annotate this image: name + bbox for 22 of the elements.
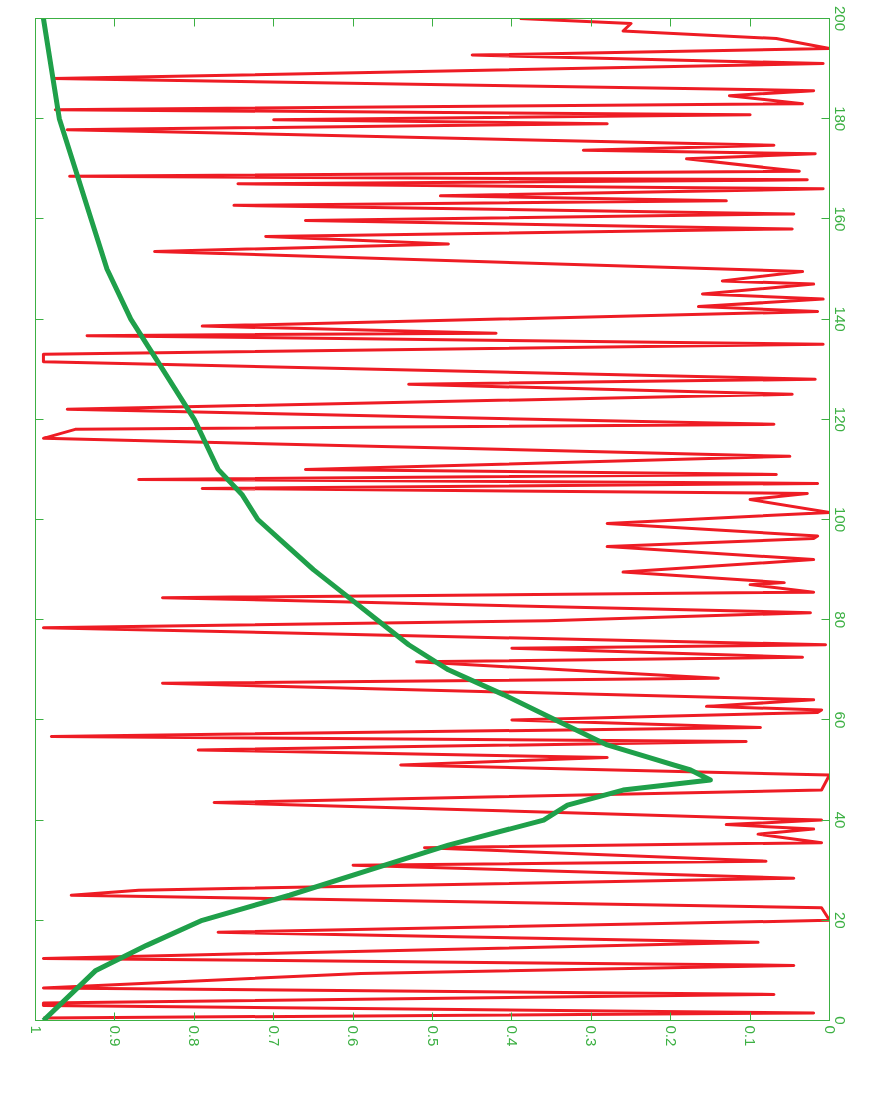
- x-tick-label: 0.9: [106, 1025, 124, 1047]
- x-tick-label: 0: [821, 1025, 839, 1034]
- x-tick-label: 0.8: [186, 1025, 204, 1047]
- y-tick-label: 140: [831, 306, 849, 332]
- x-tick-label: 0.3: [583, 1025, 601, 1047]
- x-tick-label: 0.7: [265, 1025, 283, 1047]
- x-tick-label: 1: [27, 1025, 45, 1034]
- x-tick-label: 0.1: [742, 1025, 760, 1047]
- x-tick-label: 0.4: [503, 1025, 521, 1047]
- y-tick-label: 120: [831, 406, 849, 432]
- y-tick-label: 0: [831, 1016, 849, 1025]
- x-tick-label: 0.6: [345, 1025, 363, 1047]
- y-tick-label: 180: [831, 106, 849, 132]
- y-tick-label: 40: [831, 811, 849, 829]
- y-tick-label: 60: [831, 711, 849, 729]
- y-tick-label: 160: [831, 206, 849, 232]
- x-tick-label: 0.5: [424, 1025, 442, 1047]
- x-tick-label: 0.2: [662, 1025, 680, 1047]
- y-tick-label: 100: [831, 506, 849, 533]
- y-tick-label: 80: [831, 611, 849, 629]
- y-tick-label: 20: [831, 911, 849, 929]
- y-tick-label: 200: [831, 5, 849, 32]
